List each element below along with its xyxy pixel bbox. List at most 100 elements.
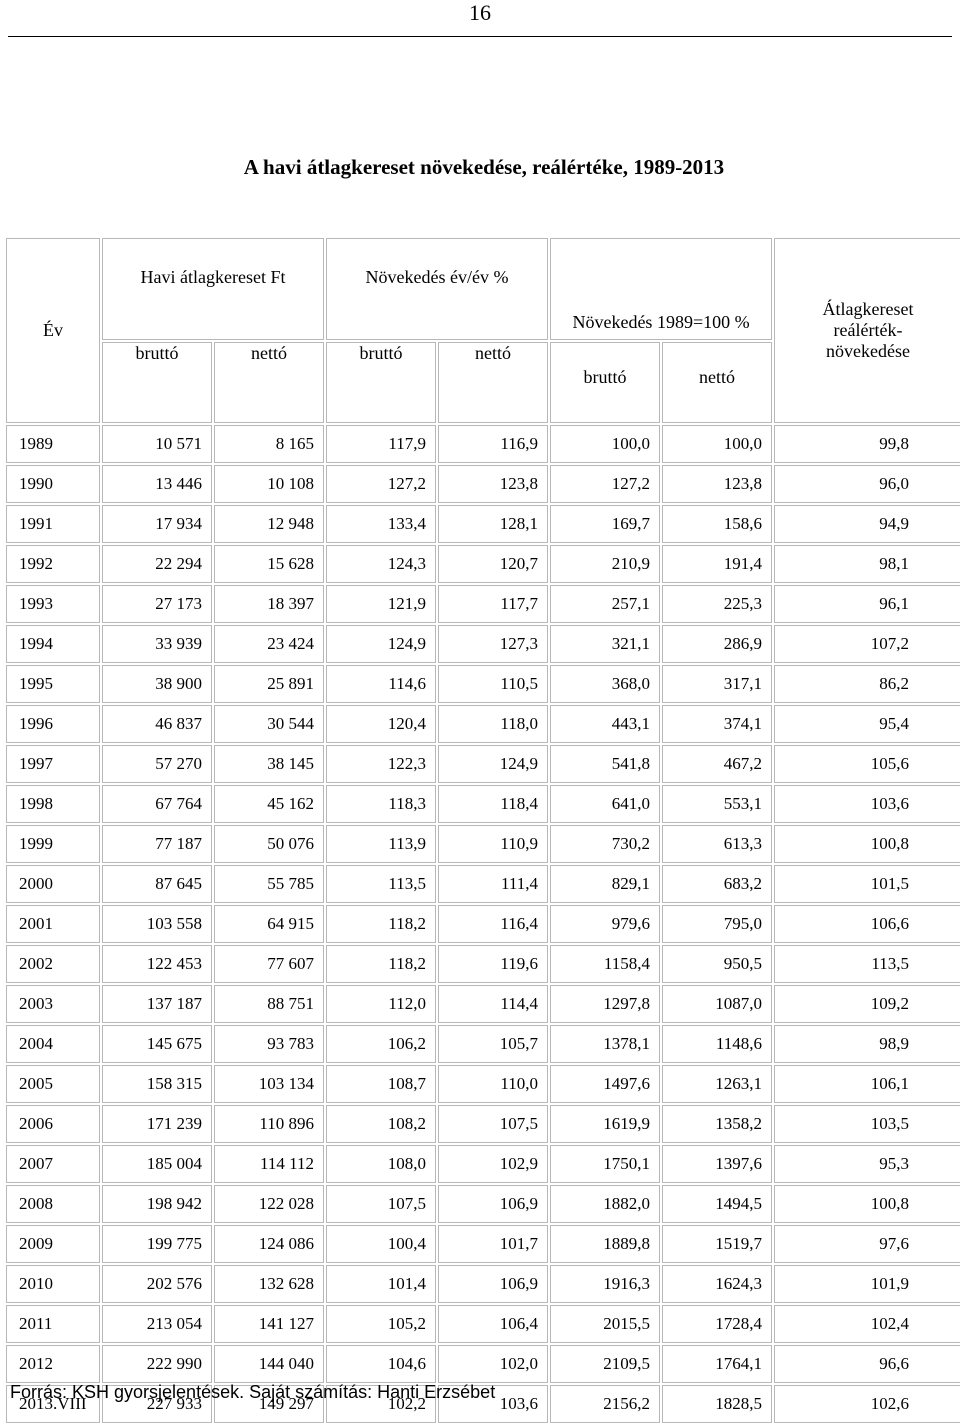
cell-year: 1992 bbox=[6, 545, 100, 583]
cell-gross-yoy: 114,6 bbox=[326, 665, 437, 703]
cell-year: 2011 bbox=[6, 1305, 100, 1343]
cell-net-ft: 10 108 bbox=[214, 465, 325, 503]
cell-net-idx: 1397,6 bbox=[662, 1145, 773, 1183]
cell-gross-ft: 10 571 bbox=[102, 425, 212, 463]
cell-gross-idx: 1750,1 bbox=[550, 1145, 661, 1183]
cell-gross-yoy: 127,2 bbox=[326, 465, 437, 503]
cell-gross-idx: 443,1 bbox=[550, 705, 661, 743]
cell-net-yoy: 118,0 bbox=[438, 705, 549, 743]
cell-real-growth: 96,1 bbox=[774, 585, 960, 623]
cell-year: 1996 bbox=[6, 705, 100, 743]
cell-gross-ft: 33 939 bbox=[102, 625, 212, 663]
table-row: 1993 27 173 18 397 121,9 117,7 257,1 225,3 96,1 bbox=[6, 585, 960, 623]
cell-year: 2009 bbox=[6, 1225, 100, 1263]
cell-gross-ft: 87 645 bbox=[102, 865, 212, 903]
cell-gross-ft: 171 239 bbox=[102, 1105, 212, 1143]
cell-net-ft: 88 751 bbox=[214, 985, 325, 1023]
cell-gross-yoy: 105,2 bbox=[326, 1305, 437, 1343]
cell-net-yoy: 105,7 bbox=[438, 1025, 549, 1063]
table-row: 1990 13 446 10 108 127,2 123,8 127,2 123,8 96,0 bbox=[6, 465, 960, 503]
cell-gross-ft: 198 942 bbox=[102, 1185, 212, 1223]
table-row: 1996 46 837 30 544 120,4 118,0 443,1 374,1 95,4 bbox=[6, 705, 960, 743]
cell-net-idx: 1263,1 bbox=[662, 1065, 773, 1103]
cell-gross-idx: 641,0 bbox=[550, 785, 661, 823]
cell-real-growth: 113,5 bbox=[774, 945, 960, 983]
cell-gross-idx: 2156,2 bbox=[550, 1385, 661, 1423]
cell-gross-yoy: 124,9 bbox=[326, 625, 437, 663]
header-real-line1: Átlagkereset bbox=[822, 299, 914, 319]
cell-net-yoy: 102,9 bbox=[438, 1145, 549, 1183]
cell-net-idx: 1494,5 bbox=[662, 1185, 773, 1223]
page-title: A havi átlagkereset növekedése, reálérté… bbox=[243, 155, 725, 179]
cell-gross-yoy: 133,4 bbox=[326, 505, 437, 543]
cell-year: 1991 bbox=[6, 505, 100, 543]
cell-gross-yoy: 107,5 bbox=[326, 1185, 437, 1223]
cell-gross-ft: 67 764 bbox=[102, 785, 212, 823]
cell-net-idx: 613,3 bbox=[662, 825, 773, 863]
cell-net-yoy: 101,7 bbox=[438, 1225, 549, 1263]
cell-year: 2003 bbox=[6, 985, 100, 1023]
cell-gross-ft: 185 004 bbox=[102, 1145, 212, 1183]
cell-real-growth: 106,1 bbox=[774, 1065, 960, 1103]
cell-real-growth: 96,6 bbox=[774, 1345, 960, 1383]
cell-net-idx: 1764,1 bbox=[662, 1345, 773, 1383]
cell-gross-ft: 46 837 bbox=[102, 705, 212, 743]
cell-net-idx: 225,3 bbox=[662, 585, 773, 623]
cell-real-growth: 96,0 bbox=[774, 465, 960, 503]
cell-gross-ft: 122 453 bbox=[102, 945, 212, 983]
cell-year: 1995 bbox=[6, 665, 100, 703]
table-row: 2003 137 187 88 751 112,0 114,4 1297,8 1087,0 1… bbox=[6, 985, 960, 1023]
header-net-yoy: nettó bbox=[438, 342, 549, 423]
cell-gross-ft: 27 173 bbox=[102, 585, 212, 623]
table-row: 2010 202 576 132 628 101,4 106,9 1916,3 1624,3… bbox=[6, 1265, 960, 1303]
cell-gross-ft: 145 675 bbox=[102, 1025, 212, 1063]
table-row: 1997 57 270 38 145 122,3 124,9 541,8 467,2 105,… bbox=[6, 745, 960, 783]
cell-gross-yoy: 101,4 bbox=[326, 1265, 437, 1303]
cell-gross-ft: 137 187 bbox=[102, 985, 212, 1023]
cell-net-ft: 103 134 bbox=[214, 1065, 325, 1103]
cell-real-growth: 107,2 bbox=[774, 625, 960, 663]
cell-net-idx: 795,0 bbox=[662, 905, 773, 943]
table-row: 1991 17 934 12 948 133,4 128,1 169,7 158,6 94,9 bbox=[6, 505, 960, 543]
cell-net-yoy: 123,8 bbox=[438, 465, 549, 503]
cell-gross-yoy: 122,3 bbox=[326, 745, 437, 783]
source-note: Forrás: KSH gyorsjelentések. Saját számí… bbox=[10, 1382, 496, 1402]
cell-real-growth: 99,8 bbox=[774, 425, 960, 463]
cell-net-idx: 1828,5 bbox=[662, 1385, 773, 1423]
cell-gross-idx: 368,0 bbox=[550, 665, 661, 703]
cell-net-idx: 317,1 bbox=[662, 665, 773, 703]
cell-net-yoy: 111,4 bbox=[438, 865, 549, 903]
cell-net-yoy: 114,4 bbox=[438, 985, 549, 1023]
cell-gross-ft: 77 187 bbox=[102, 825, 212, 863]
table-row: 1995 38 900 25 891 114,6 110,5 368,0 317,1 86,2 bbox=[6, 665, 960, 703]
cell-gross-yoy: 108,2 bbox=[326, 1105, 437, 1143]
cell-net-ft: 18 397 bbox=[214, 585, 325, 623]
cell-real-growth: 105,6 bbox=[774, 745, 960, 783]
header-gross-idx: bruttó bbox=[550, 342, 661, 423]
table-row: 2005 158 315 103 134 108,7 110,0 1497,6 1263,1… bbox=[6, 1065, 960, 1103]
cell-gross-idx: 829,1 bbox=[550, 865, 661, 903]
table-row: 1992 22 294 15 628 124,3 120,7 210,9 191,4 98,1 bbox=[6, 545, 960, 583]
cell-net-yoy: 124,9 bbox=[438, 745, 549, 783]
cell-net-ft: 55 785 bbox=[214, 865, 325, 903]
table-row: 2002 122 453 77 607 118,2 119,6 1158,4 950,5 11… bbox=[6, 945, 960, 983]
cell-gross-ft: 57 270 bbox=[102, 745, 212, 783]
header-row-bottom: bruttó nettó bruttó nettó bruttó nettó bbox=[6, 342, 960, 423]
cell-gross-idx: 127,2 bbox=[550, 465, 661, 503]
cell-net-ft: 45 162 bbox=[214, 785, 325, 823]
cell-net-yoy: 107,5 bbox=[438, 1105, 549, 1143]
cell-gross-idx: 210,9 bbox=[550, 545, 661, 583]
cell-net-idx: 1519,7 bbox=[662, 1225, 773, 1263]
cell-real-growth: 109,2 bbox=[774, 985, 960, 1023]
cell-net-ft: 110 896 bbox=[214, 1105, 325, 1143]
cell-net-idx: 683,2 bbox=[662, 865, 773, 903]
cell-year: 2008 bbox=[6, 1185, 100, 1223]
cell-gross-yoy: 118,2 bbox=[326, 905, 437, 943]
cell-gross-yoy: 113,5 bbox=[326, 865, 437, 903]
cell-gross-ft: 17 934 bbox=[102, 505, 212, 543]
cell-real-growth: 94,9 bbox=[774, 505, 960, 543]
cell-net-ft: 122 028 bbox=[214, 1185, 325, 1223]
cell-net-idx: 1728,4 bbox=[662, 1305, 773, 1343]
table-row: 1999 77 187 50 076 113,9 110,9 730,2 613,3 100,… bbox=[6, 825, 960, 863]
cell-real-growth: 98,1 bbox=[774, 545, 960, 583]
